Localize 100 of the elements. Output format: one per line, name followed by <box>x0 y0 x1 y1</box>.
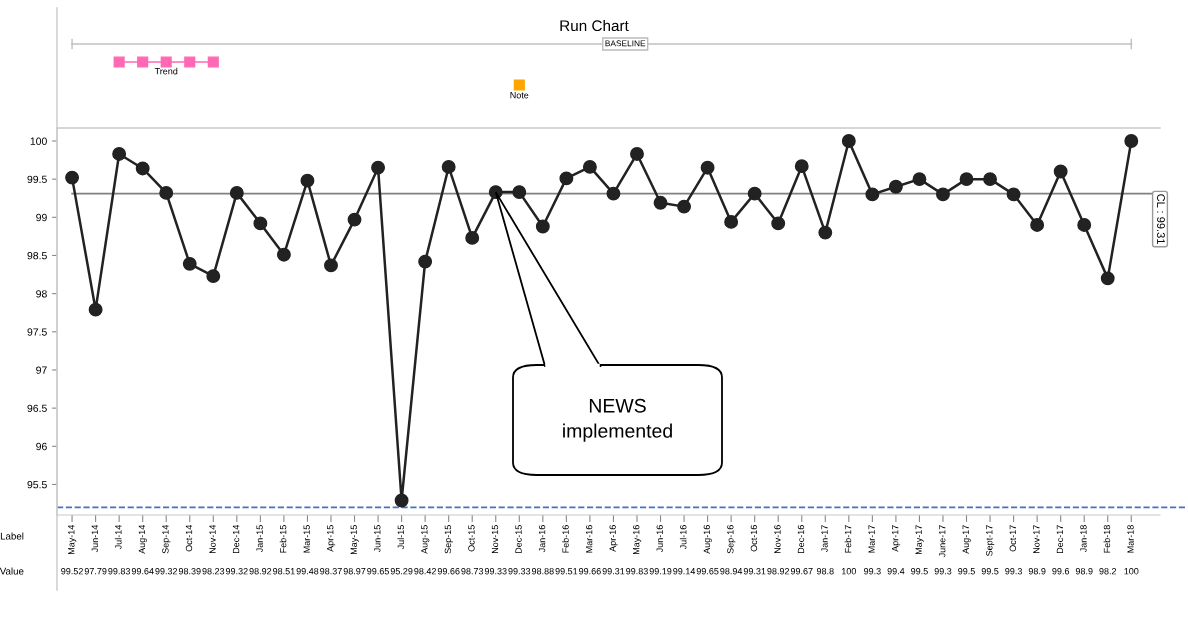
point <box>630 147 644 161</box>
data-label: 98.2 <box>1099 568 1117 575</box>
x-tick-label: Aug-15 <box>421 525 430 554</box>
y-tick-label: 98.5 <box>27 251 47 260</box>
point <box>135 161 150 176</box>
x-tick-label: Sep-15 <box>444 525 453 554</box>
point <box>465 230 480 245</box>
y-tick-label: 99 <box>36 213 47 222</box>
text: Value <box>0 567 24 575</box>
data-label: 99.66 <box>579 568 601 575</box>
data-label: 99.65 <box>367 568 389 575</box>
x-tick-label: May-17 <box>915 525 924 555</box>
x-tick-label: Apr-15 <box>327 525 336 552</box>
annotation: NEWS implemented <box>563 398 672 442</box>
x-tick-label: Jan-16 <box>538 525 546 553</box>
point <box>253 216 268 231</box>
data-label: 98.8 <box>816 568 834 575</box>
x-tick-label: Jan-18 <box>1080 525 1087 553</box>
point <box>1030 217 1045 232</box>
point <box>794 159 809 174</box>
x-tick-label: Mar-15 <box>303 525 310 553</box>
point <box>206 269 221 284</box>
x-tick-label: Jul-16 <box>679 525 687 550</box>
y-tick-label: 96.5 <box>27 404 47 413</box>
point <box>182 256 197 271</box>
x-tick-label: Nov-17 <box>1033 525 1040 554</box>
point <box>818 225 833 240</box>
y-tick-label: 100 <box>30 137 47 145</box>
text: Trend <box>154 67 178 75</box>
data-label: 99.31 <box>743 568 766 575</box>
x-tick-label: Nov-14 <box>209 524 216 554</box>
point <box>912 172 927 187</box>
x-tick-label: Oct-16 <box>750 525 758 552</box>
data-label: 98.9 <box>1028 568 1046 575</box>
point <box>983 172 997 187</box>
point <box>888 179 903 194</box>
data-label: 98.73 <box>461 568 484 575</box>
point <box>371 160 386 175</box>
x-tick-label: Dec-14 <box>232 524 240 554</box>
data-label: 99.5 <box>911 568 928 575</box>
x-tick-label: Jun-16 <box>656 525 663 553</box>
data-label: 99.52 <box>61 568 83 575</box>
text: BASELINE <box>605 40 646 47</box>
data-label: 97.79 <box>84 568 107 575</box>
point <box>159 185 174 200</box>
point <box>700 160 715 175</box>
data-label: 98.94 <box>720 568 743 575</box>
point <box>418 254 433 269</box>
data-label: 99.19 <box>649 568 672 575</box>
y-tick-label: 95.5 <box>27 480 47 489</box>
data-label: 99.64 <box>131 568 154 575</box>
ref-line-label: CL : 99.31 <box>1157 194 1165 244</box>
x-tick-label: May-14 <box>68 524 77 555</box>
y-tick-label: 96 <box>36 442 47 451</box>
data-label: 100 <box>841 568 856 575</box>
data-label: 99.65 <box>696 568 719 575</box>
point <box>300 173 315 188</box>
point <box>677 199 692 214</box>
data-label: 99.5 <box>958 568 975 575</box>
data-label: 98.37 <box>320 568 342 575</box>
x-tick-label: Dec-17 <box>1056 525 1064 554</box>
data-label: 99.6 <box>1052 568 1070 575</box>
point <box>512 185 527 200</box>
point <box>936 187 950 202</box>
x-tick-label: June-17 <box>939 525 946 558</box>
x-tick-label: Jan-17 <box>821 525 828 553</box>
data-label: 99.33 <box>484 568 507 575</box>
x-tick-label: Feb-15 <box>279 525 287 553</box>
data-label: 99.67 <box>790 568 813 575</box>
text: Note <box>510 92 529 99</box>
point <box>747 186 762 201</box>
x-tick-label: May-16 <box>633 525 642 555</box>
x-tick-label: Feb-17 <box>844 525 852 553</box>
data-label: 98.51 <box>273 568 295 575</box>
x-tick-label: Oct-15 <box>468 525 475 552</box>
point <box>65 170 80 185</box>
x-tick-label: Aug-17 <box>962 525 971 554</box>
x-tick-label: Jun-15 <box>374 525 381 553</box>
point <box>841 134 856 148</box>
x-tick-label: Oct-14 <box>185 524 193 552</box>
x-tick-label: Oct-17 <box>1009 525 1017 552</box>
x-tick-label: Jan-15 <box>256 525 263 553</box>
chart-title: Run Chart <box>560 19 629 32</box>
data-label: 98.97 <box>343 568 366 575</box>
point <box>771 216 786 231</box>
x-tick-label: Nov-16 <box>774 525 781 554</box>
data-label: 99.83 <box>626 568 648 575</box>
x-tick-label: Apr-16 <box>609 525 618 552</box>
x-tick-label: Aug-16 <box>703 525 712 554</box>
x-tick-label: May-15 <box>350 525 359 555</box>
point <box>865 187 880 202</box>
x-tick-label: Apr-17 <box>892 525 901 552</box>
x-tick-label: Mar-17 <box>868 525 875 553</box>
point <box>1006 187 1021 202</box>
point <box>1124 134 1139 148</box>
point <box>559 171 574 186</box>
y-tick-label: 97.5 <box>27 328 47 336</box>
data-label: 99.31 <box>602 568 625 575</box>
data-label: 99.3 <box>864 568 881 575</box>
x-tick-label: Jun-14 <box>91 524 99 553</box>
